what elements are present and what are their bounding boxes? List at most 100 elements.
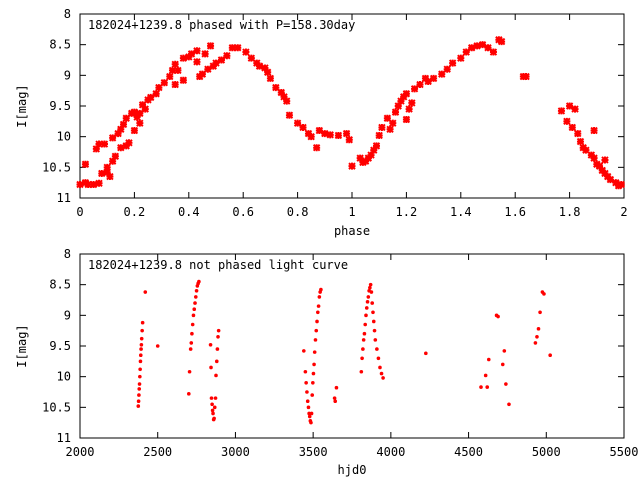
x-tick-labels: 0 0.2 0.4 0.6 0.8 1 1.2 1.4 1.6 1.8 2 [76,205,627,219]
data-point [127,109,136,118]
data-point [209,365,213,370]
data-point [179,54,188,62]
y-tick-label: 11 [57,431,71,445]
x-tick-label: 1 [348,205,355,219]
data-point [133,113,141,121]
data-point [215,347,220,351]
data-point [198,70,207,78]
x-tick-label: 1.6 [504,205,526,219]
data-point [507,402,511,407]
data-point [197,279,201,284]
data-point [391,108,400,116]
data-points [76,36,625,190]
data-point [364,313,368,318]
data-point [383,114,392,122]
data-point [277,88,285,97]
data-point [95,179,103,187]
data-point [590,126,598,135]
data-point [255,62,264,70]
data-point [213,396,218,400]
data-point [261,64,269,72]
data-point [141,105,149,113]
x-tick-label: 3500 [299,445,328,459]
data-point [375,131,383,140]
data-point [424,77,432,86]
data-point [92,145,101,153]
data-point [210,402,214,407]
data-point [485,385,490,389]
data-point [574,129,582,138]
data-point [502,349,507,353]
data-point [266,74,275,83]
data-point [171,80,179,89]
data-point [457,54,465,62]
data-point [307,132,315,141]
data-point [359,369,364,374]
data-point [189,341,194,345]
data-point [95,140,103,148]
data-point [590,154,598,162]
y-tick-label: 10 [57,370,71,384]
tick-marks [79,253,625,439]
y-tick-label: 8.5 [49,278,71,292]
data-point [307,411,311,416]
data-point [381,376,385,380]
data-point [192,307,197,312]
plot-frame [79,13,625,199]
data-point [316,310,320,315]
data-point [208,342,213,347]
data-point [137,387,142,391]
data-point [76,180,84,189]
data-point [565,102,574,110]
data-point [334,131,343,140]
data-point [285,111,294,119]
data-point [216,335,220,339]
data-point [152,90,160,98]
data-point [542,292,546,296]
data-point [326,131,334,139]
data-point [313,338,318,342]
data-point [119,120,128,129]
data-point [379,371,384,376]
data-point [360,356,364,361]
data-point [443,65,451,73]
data-point [362,331,367,336]
plot-frame [79,253,625,439]
data-point [209,396,214,400]
data-point [314,328,319,333]
data-point [496,314,500,319]
data-point [212,416,216,421]
data-point [136,119,144,127]
data-point [84,180,92,189]
data-point [538,310,542,315]
data-point [210,408,215,413]
data-point [375,347,379,351]
data-point [595,162,604,170]
x-tick-label: 0.2 [124,205,146,219]
data-point [366,295,371,299]
data-point [394,102,402,110]
data-point [168,66,177,75]
data-point [114,129,122,138]
x-tick-label: 2500 [143,445,172,459]
data-point [212,405,217,410]
data-point [103,168,111,176]
x-tick-labels: 2000 2500 3000 3500 4000 4500 5000 5500 [66,445,639,459]
y-tick-label: 8 [64,247,71,261]
data-point [576,137,585,146]
data-point [306,405,311,410]
data-point [397,97,405,105]
data-point [489,48,498,56]
data-point [293,119,302,127]
data-point [402,90,411,98]
x-tick-label: 4500 [454,445,483,459]
x-tick-label: 1.2 [396,205,418,219]
data-point [304,381,308,385]
data-point [504,382,508,386]
data-point [138,101,147,109]
data-point [139,342,144,347]
data-point [312,350,317,354]
data-point [179,76,188,84]
data-point [280,93,288,101]
